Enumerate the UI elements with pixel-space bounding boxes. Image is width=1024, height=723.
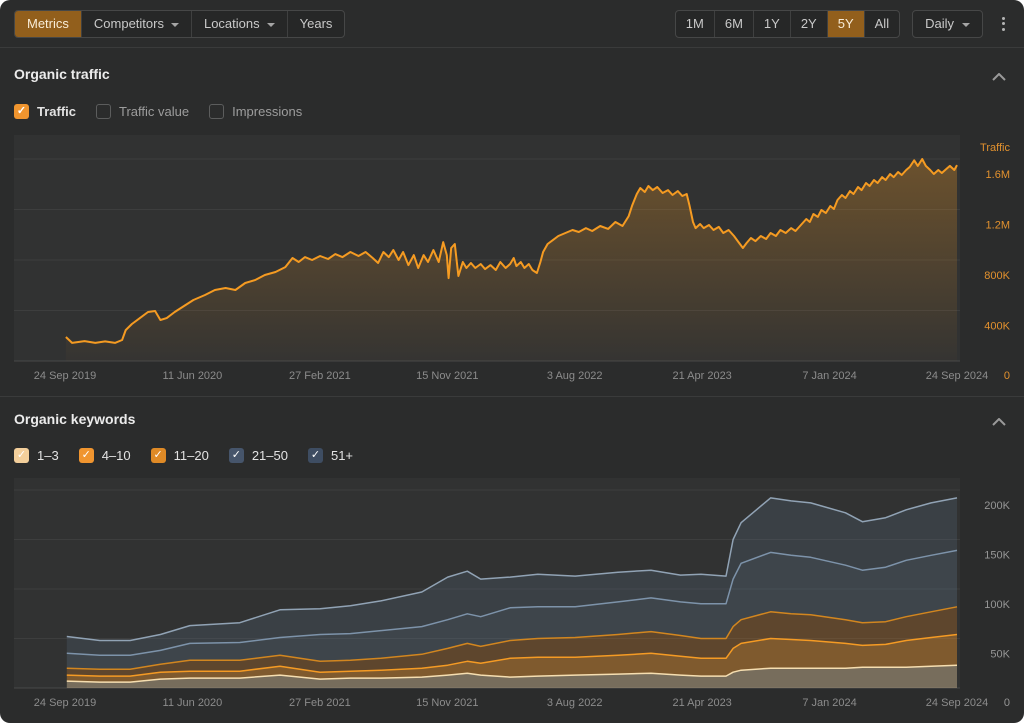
range-all[interactable]: All xyxy=(874,16,890,31)
legend-label: 11–20 xyxy=(173,448,209,463)
traffic-legend: ✓ Traffic Traffic value Impressions xyxy=(14,104,302,119)
section-divider xyxy=(0,396,1024,397)
svg-text:7 Jan 2024: 7 Jan 2024 xyxy=(802,697,856,709)
svg-text:27 Feb 2021: 27 Feb 2021 xyxy=(289,370,351,382)
range-5y[interactable]: 5Y xyxy=(827,10,865,37)
tab-competitors-label: Competitors xyxy=(93,16,164,31)
organic-keywords-chart[interactable]: 200K 150K 100K 50K 0 24 Sep 2019 11 Jun 2020 27… xyxy=(14,478,1024,718)
legend-label: Traffic value xyxy=(119,104,190,119)
svg-text:3 Aug 2022: 3 Aug 2022 xyxy=(547,370,603,382)
keywords-legend: ✓ 1–3 ✓ 4–10 ✓ 11–20 ✓ 21–50 ✓ 51+ xyxy=(14,448,353,463)
interval-label: Daily xyxy=(925,16,954,31)
chevron-down-icon xyxy=(170,22,179,27)
toolbar: Metrics Competitors Locations Years 1M 6… xyxy=(0,0,1024,48)
checkbox-unchecked-icon xyxy=(96,104,112,119)
svg-text:800K: 800K xyxy=(984,270,1010,282)
tab-metrics-label: Metrics xyxy=(27,16,69,31)
svg-text:15 Nov 2021: 15 Nov 2021 xyxy=(416,697,478,709)
svg-text:1.2M: 1.2M xyxy=(986,220,1010,232)
svg-text:15 Nov 2021: 15 Nov 2021 xyxy=(416,370,478,382)
tab-locations[interactable]: Locations xyxy=(192,10,288,37)
toolbar-right: 1M 6M 1Y 2Y 5Y All Daily xyxy=(674,9,1012,38)
legend-label: 21–50 xyxy=(251,448,288,463)
svg-text:24 Sep 2019: 24 Sep 2019 xyxy=(34,370,96,382)
legend-label: Impressions xyxy=(232,104,303,119)
chevron-up-icon xyxy=(992,417,1006,426)
kebab-menu-icon[interactable] xyxy=(995,12,1012,36)
svg-text:21 Apr 2023: 21 Apr 2023 xyxy=(672,697,731,709)
svg-text:50K: 50K xyxy=(990,649,1010,661)
legend-item-11-20[interactable]: ✓ 11–20 xyxy=(150,448,209,463)
svg-text:27 Feb 2021: 27 Feb 2021 xyxy=(289,697,351,709)
tab-years[interactable]: Years xyxy=(288,11,345,37)
chevron-down-icon xyxy=(962,22,970,27)
legend-item-51plus[interactable]: ✓ 51+ xyxy=(307,448,354,463)
range-6m[interactable]: 6M xyxy=(715,10,754,37)
svg-text:21 Apr 2023: 21 Apr 2023 xyxy=(672,370,731,382)
legend-item-traffic[interactable]: ✓ Traffic xyxy=(14,104,76,119)
svg-text:11 Jun 2020: 11 Jun 2020 xyxy=(163,697,223,709)
svg-text:3 Aug 2022: 3 Aug 2022 xyxy=(547,697,603,709)
svg-text:11 Jun 2020: 11 Jun 2020 xyxy=(163,370,223,382)
svg-text:0: 0 xyxy=(1004,370,1010,382)
chevron-up-icon xyxy=(992,72,1006,81)
interval-dropdown[interactable]: Daily xyxy=(912,9,983,38)
organic-traffic-title: Organic traffic xyxy=(14,66,110,82)
svg-text:100K: 100K xyxy=(984,599,1010,611)
check-icon: ✓ xyxy=(16,105,27,117)
svg-text:Traffic: Traffic xyxy=(980,142,1010,154)
check-icon: ✓ xyxy=(231,449,241,461)
svg-text:0: 0 xyxy=(1004,697,1010,709)
legend-label: Traffic xyxy=(37,104,77,119)
legend-item-21-50[interactable]: ✓ 21–50 xyxy=(228,448,288,463)
legend-item-impressions[interactable]: Impressions xyxy=(209,104,302,119)
legend-item-traffic-value[interactable]: Traffic value xyxy=(96,104,189,119)
checkbox-checked-icon: ✓ xyxy=(307,448,323,463)
organic-traffic-chart[interactable]: 1.6M 1.2M 800K 400K 0 24 Sep 2019 11 Jun 2020 2… xyxy=(14,135,1024,387)
checkbox-unchecked-icon xyxy=(209,104,225,119)
checkbox-checked-icon: ✓ xyxy=(150,448,166,463)
check-icon: ✓ xyxy=(310,449,321,461)
checkbox-checked-icon: ✓ xyxy=(14,104,29,119)
checkbox-checked-icon: ✓ xyxy=(14,448,29,463)
chevron-down-icon xyxy=(266,22,275,27)
collapse-traffic-button[interactable] xyxy=(990,66,1008,88)
svg-text:150K: 150K xyxy=(984,550,1010,562)
tab-competitors[interactable]: Competitors xyxy=(82,10,192,37)
range-2y[interactable]: 2Y xyxy=(791,10,828,37)
legend-item-1-3[interactable]: ✓ 1–3 xyxy=(14,448,59,463)
svg-text:1.6M: 1.6M xyxy=(986,169,1010,181)
checkbox-checked-icon: ✓ xyxy=(78,448,94,463)
legend-label: 4–10 xyxy=(101,448,131,463)
view-tabs: Metrics Competitors Locations Years xyxy=(14,9,346,38)
svg-text:24 Sep 2024: 24 Sep 2024 xyxy=(926,697,988,709)
tab-metrics[interactable]: Metrics xyxy=(15,10,82,37)
legend-item-4-10[interactable]: ✓ 4–10 xyxy=(78,448,131,463)
check-icon: ✓ xyxy=(81,449,91,461)
range-1m[interactable]: 1M xyxy=(676,10,715,37)
svg-text:24 Sep 2019: 24 Sep 2019 xyxy=(34,697,96,709)
range-1y[interactable]: 1Y xyxy=(754,10,791,37)
tab-years-label: Years xyxy=(299,16,333,31)
collapse-keywords-button[interactable] xyxy=(990,411,1008,433)
checkbox-checked-icon: ✓ xyxy=(228,448,244,463)
check-icon: ✓ xyxy=(153,449,163,461)
svg-text:24 Sep 2024: 24 Sep 2024 xyxy=(926,370,988,382)
tab-locations-label: Locations xyxy=(203,16,260,31)
organic-keywords-title: Organic keywords xyxy=(14,411,136,427)
svg-text:7 Jan 2024: 7 Jan 2024 xyxy=(802,370,856,382)
check-icon: ✓ xyxy=(16,449,27,461)
legend-label: 51+ xyxy=(330,448,354,463)
svg-text:400K: 400K xyxy=(984,321,1010,333)
svg-text:200K: 200K xyxy=(984,500,1010,512)
legend-label: 1–3 xyxy=(37,448,59,463)
date-range-tabs: 1M 6M 1Y 2Y 5Y All xyxy=(674,9,901,38)
